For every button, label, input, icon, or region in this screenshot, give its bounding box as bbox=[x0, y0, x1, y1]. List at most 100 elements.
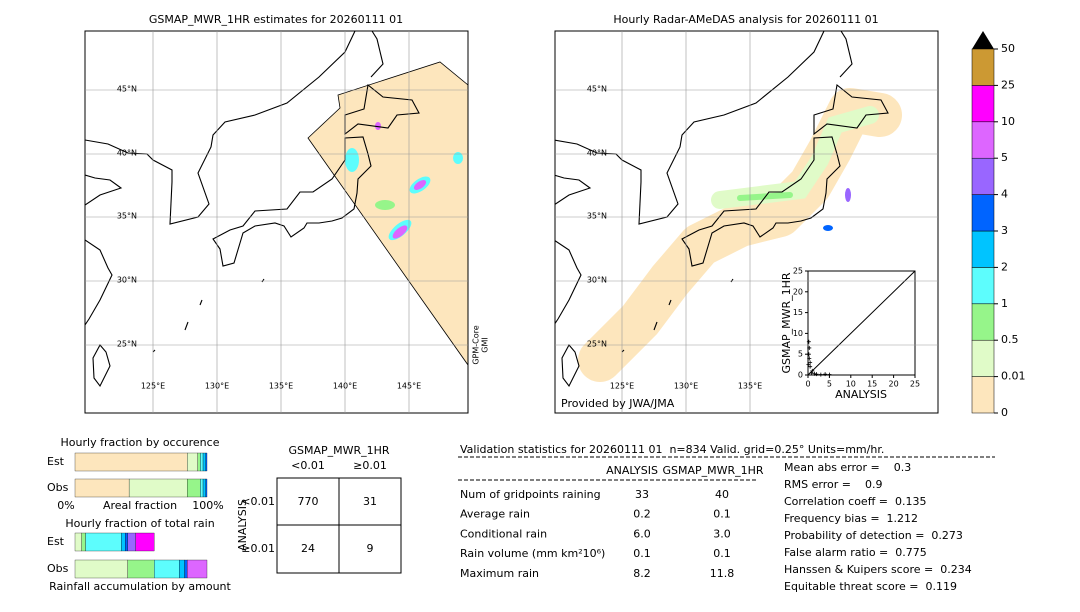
colorbar-cell bbox=[971, 194, 995, 232]
right-map bbox=[555, 31, 902, 387]
lat-label: 30°N bbox=[117, 276, 137, 285]
colorbar-label: 2 bbox=[1001, 260, 1008, 273]
colorbar-cell bbox=[971, 85, 995, 123]
point bbox=[807, 345, 812, 350]
y-tick-label: 0 bbox=[798, 371, 803, 380]
point bbox=[818, 372, 823, 377]
lon-label: 125°E bbox=[141, 382, 165, 391]
colorbar-label: 10 bbox=[1001, 115, 1015, 128]
row-label: ≥0.01 bbox=[241, 542, 275, 555]
y-tick-label: 25 bbox=[793, 267, 803, 276]
row-label: Est bbox=[47, 535, 65, 548]
point bbox=[808, 360, 813, 365]
x-tick-label: 15 bbox=[867, 380, 877, 389]
point bbox=[814, 372, 819, 377]
y-axis-label: GSMAP_MWR_1HR bbox=[780, 272, 793, 373]
colorbar-cell bbox=[971, 121, 995, 159]
colorbar-cell bbox=[971, 267, 995, 305]
cell: 6.0 bbox=[633, 527, 651, 540]
tick-label: 100% bbox=[192, 499, 223, 512]
y-tick-label: 5 bbox=[798, 350, 803, 359]
lon-label: 135°E bbox=[738, 382, 762, 391]
right-map-frame bbox=[554, 30, 939, 414]
row-label: Num of gridpoints raining bbox=[460, 488, 601, 501]
y-tick-label: 10 bbox=[793, 329, 803, 338]
bar-segment bbox=[127, 559, 155, 579]
cell: 40 bbox=[715, 488, 729, 501]
bar-segment bbox=[202, 452, 206, 472]
cell: 33 bbox=[635, 488, 649, 501]
lat-label: 45°N bbox=[117, 85, 137, 94]
colorbar-extend bbox=[972, 31, 994, 49]
point bbox=[806, 373, 810, 377]
column-header: ANALYSIS bbox=[606, 464, 658, 477]
bar-title: Hourly fraction by occurence bbox=[61, 436, 220, 449]
bar-segment bbox=[187, 478, 201, 498]
lat-label: 35°N bbox=[117, 212, 137, 221]
row-title: ANALYSIS bbox=[236, 499, 249, 551]
bar-segment bbox=[205, 478, 208, 498]
colorbar-cell bbox=[971, 48, 995, 86]
colorbar-label: 50 bbox=[1001, 42, 1015, 55]
credit: Provided by JWA/JMA bbox=[561, 397, 675, 410]
colorbar-label: 25 bbox=[1001, 78, 1015, 91]
lat-label: 40°N bbox=[587, 149, 607, 158]
bar-segment bbox=[197, 452, 201, 472]
point bbox=[810, 368, 815, 373]
axis-label: Rainfall accumulation by amount bbox=[49, 580, 231, 593]
colorbar-label: 0.01 bbox=[1001, 370, 1026, 383]
colorbar-cell bbox=[971, 157, 995, 195]
x-axis-label: ANALYSIS bbox=[835, 388, 887, 401]
point bbox=[827, 372, 832, 377]
score: False alarm ratio = 0.775 bbox=[784, 546, 927, 559]
point bbox=[806, 352, 811, 357]
point bbox=[806, 362, 811, 367]
row-label: Est bbox=[47, 455, 65, 468]
lat-label: 35°N bbox=[587, 212, 607, 221]
score: Frequency bias = 1.212 bbox=[784, 512, 918, 525]
colorbar-label: 5 bbox=[1001, 151, 1008, 164]
row-label: Conditional rain bbox=[460, 527, 547, 540]
bar-segment bbox=[187, 452, 198, 472]
header: Validation statistics for 20260111 01 n=… bbox=[460, 443, 884, 456]
diagonal bbox=[807, 270, 916, 376]
y-tick-label: 15 bbox=[793, 308, 803, 317]
row-label: <0.01 bbox=[241, 495, 275, 508]
cell: 9 bbox=[367, 542, 374, 555]
point bbox=[806, 339, 811, 344]
colorbar-cell bbox=[971, 303, 995, 341]
cell: 770 bbox=[298, 495, 319, 508]
point bbox=[807, 356, 812, 361]
left-map-frame bbox=[84, 30, 469, 414]
cell: 0.1 bbox=[713, 508, 731, 521]
point bbox=[808, 364, 813, 369]
table-title: GSMAP_MWR_1HR bbox=[288, 444, 389, 457]
x-tick-label: 10 bbox=[846, 380, 856, 389]
swath-label: GPM-Core bbox=[472, 325, 481, 364]
lat-label: 30°N bbox=[587, 276, 607, 285]
lon-label: 130°E bbox=[674, 382, 698, 391]
bar-segment bbox=[187, 559, 208, 579]
cell: 31 bbox=[363, 495, 377, 508]
cell: 0.2 bbox=[633, 508, 651, 521]
colorbar-cell bbox=[971, 376, 995, 414]
colorbar-label: 3 bbox=[1001, 224, 1008, 237]
colorbar-cell bbox=[971, 339, 995, 377]
score: Correlation coeff = 0.135 bbox=[784, 495, 926, 508]
row-label: Maximum rain bbox=[460, 567, 539, 580]
lat-label: 25°N bbox=[587, 340, 607, 349]
bar-segment bbox=[74, 478, 130, 498]
row-label: Obs bbox=[47, 562, 69, 575]
bar-segment bbox=[127, 532, 136, 552]
score: Probability of detection = 0.273 bbox=[784, 529, 963, 542]
map-title: Hourly Radar-AMeDAS analysis for 2026011… bbox=[613, 13, 878, 26]
point bbox=[823, 372, 828, 377]
colorbar-label: 0 bbox=[1001, 406, 1008, 419]
map-title: GSMAP_MWR_1HR estimates for 20260111 01 bbox=[149, 13, 403, 26]
score: Hanssen & Kuipers score = 0.234 bbox=[784, 563, 972, 576]
row-label: Average rain bbox=[460, 508, 530, 521]
colorbar-label: 0.5 bbox=[1001, 333, 1019, 346]
bar-segment bbox=[128, 478, 188, 498]
score: Equitable threat score = 0.119 bbox=[784, 580, 957, 593]
